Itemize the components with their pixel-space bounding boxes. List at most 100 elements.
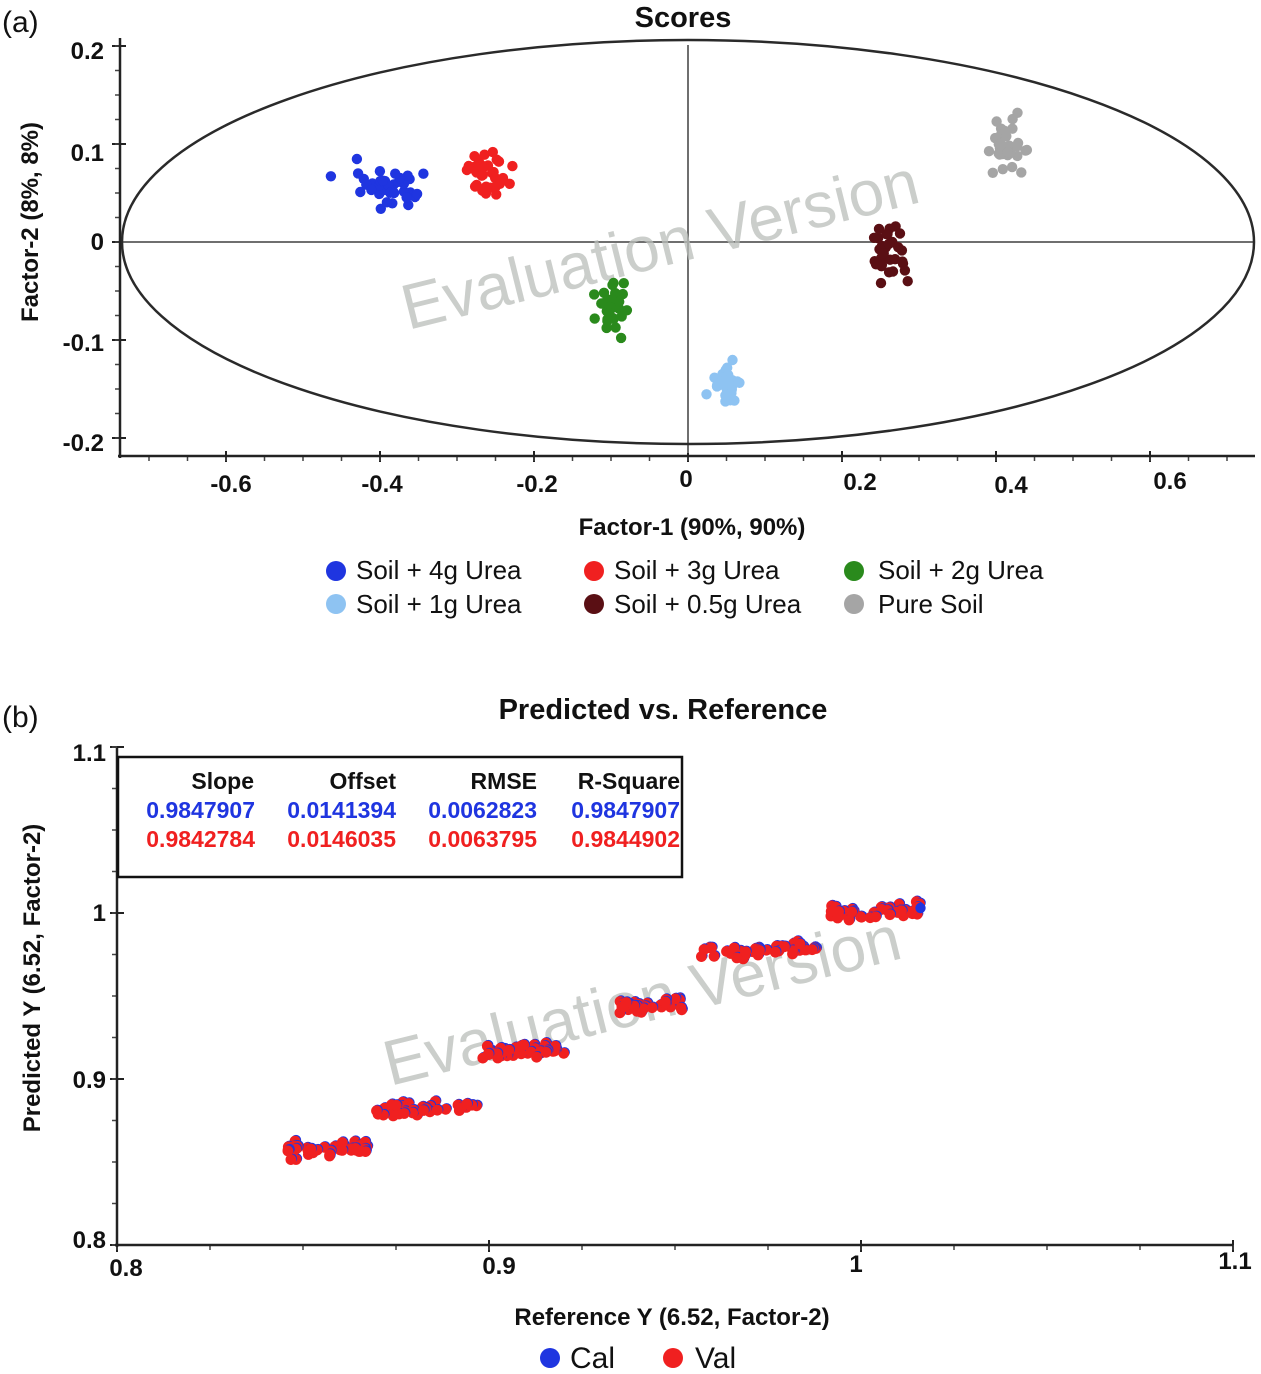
score-point [868, 232, 880, 243]
scores-confidence-ellipse [120, 38, 1256, 446]
stats-val-rsquare: 0.9844902 [571, 826, 680, 852]
y-tick-label: -0.2 [63, 430, 104, 457]
legend-label-4g: Soil + 4g Urea [356, 555, 522, 585]
score-point [872, 258, 883, 269]
score-point [589, 313, 600, 324]
score-point [589, 289, 600, 300]
pvr-x-axis-label: Reference Y (6.52, Factor-2) [514, 1304, 829, 1331]
stats-cal-slope: 0.9847907 [146, 797, 255, 823]
val-point [870, 911, 882, 923]
score-point [875, 277, 887, 289]
val-point [855, 911, 866, 923]
score-point [325, 171, 337, 182]
val-point [706, 942, 717, 954]
legend-label-05g: Soil + 0.5g Urea [614, 589, 802, 619]
val-point [531, 1051, 542, 1063]
score-point [388, 187, 400, 199]
scores-title: Scores [635, 2, 732, 34]
y-tick-label: -0.1 [63, 330, 104, 357]
score-point [887, 266, 899, 277]
val-point [324, 1149, 336, 1160]
scores-x-axis-label: Factor-1 (90%, 90%) [579, 514, 806, 541]
score-point [873, 223, 885, 235]
score-point [987, 167, 998, 178]
score-point [1021, 144, 1033, 156]
val-point [371, 1105, 382, 1117]
val-point [503, 1044, 515, 1056]
stats-cal-offset: 0.0141394 [287, 797, 396, 823]
val-point [659, 996, 671, 1008]
pvr-y-axis-label: Predicted Y (6.52, Factor-2) [19, 824, 46, 1133]
val-point [754, 945, 765, 956]
stats-box [116, 755, 684, 879]
score-point [471, 179, 482, 191]
score-point [1007, 113, 1018, 125]
val-point [675, 1002, 687, 1014]
x-tick-label: 0.2 [843, 469, 876, 496]
val-point [728, 942, 740, 954]
y-tick-label: 0 [91, 229, 104, 256]
score-point [614, 296, 625, 307]
scores-points [325, 107, 1033, 407]
val-point [896, 905, 907, 917]
legend-label-1g: Soil + 1g Urea [356, 589, 522, 619]
score-point [997, 164, 1008, 175]
score-point [902, 276, 913, 287]
x-tick-label: -0.2 [516, 471, 557, 498]
legend-label-3g: Soil + 3g Urea [614, 555, 780, 585]
val-point [669, 993, 681, 1005]
val-point [482, 1048, 494, 1060]
stats-table: Slope Offset RMSE R-Square 0.9847907 0.0… [116, 755, 684, 879]
val-point [646, 1002, 658, 1014]
legend-marker-05g [584, 594, 604, 614]
x-tick-label: 0.6 [1153, 468, 1186, 495]
val-point [390, 1099, 402, 1111]
y-tick-label: 0.2 [71, 38, 104, 65]
panel-label-b: (b) [2, 701, 39, 734]
val-point [708, 950, 720, 962]
score-point [889, 254, 901, 265]
val-point [846, 906, 858, 918]
legend-marker-val [663, 1348, 683, 1368]
score-point [894, 228, 906, 239]
val-point [540, 1046, 552, 1058]
score-point [701, 389, 712, 400]
score-point [493, 156, 504, 167]
x-tick-label: 0.8 [109, 1255, 142, 1282]
val-point [806, 944, 818, 956]
score-point [995, 138, 1006, 149]
score-point [418, 168, 429, 179]
score-point [618, 278, 629, 289]
val-point [418, 1105, 429, 1116]
val-point [740, 946, 751, 958]
y-tick-label: 0.8 [73, 1227, 106, 1254]
stats-header-offset: Offset [330, 768, 397, 794]
score-point [881, 228, 892, 240]
score-point [377, 175, 389, 186]
stats-val-offset: 0.0146035 [287, 826, 396, 852]
val-point [638, 1003, 649, 1015]
stats-val-rmse: 0.0063795 [428, 826, 537, 852]
score-point [366, 184, 377, 196]
score-point [479, 149, 490, 160]
cal-point [915, 902, 926, 914]
score-point [602, 314, 613, 325]
legend-marker-pure [844, 594, 864, 614]
val-point [360, 1146, 371, 1157]
score-point [461, 164, 473, 176]
val-point [336, 1145, 348, 1156]
y-tick-label: 0.9 [73, 1067, 106, 1094]
scores-y-axis-label: Factor-2 (8%, 8%) [17, 122, 44, 322]
val-point [398, 1108, 410, 1119]
val-point [620, 997, 632, 1008]
legend-marker-2g [844, 561, 864, 581]
score-point [994, 149, 1005, 160]
val-point [285, 1154, 297, 1165]
val-point [407, 1107, 419, 1119]
score-point [494, 178, 506, 189]
legend-marker-4g [326, 561, 346, 581]
score-point [1002, 146, 1013, 158]
val-point [431, 1104, 443, 1116]
scores-legend: Soil + 4g Urea Soil + 3g Urea Soil + 2g … [326, 555, 1044, 619]
x-tick-label: 0 [679, 466, 692, 493]
